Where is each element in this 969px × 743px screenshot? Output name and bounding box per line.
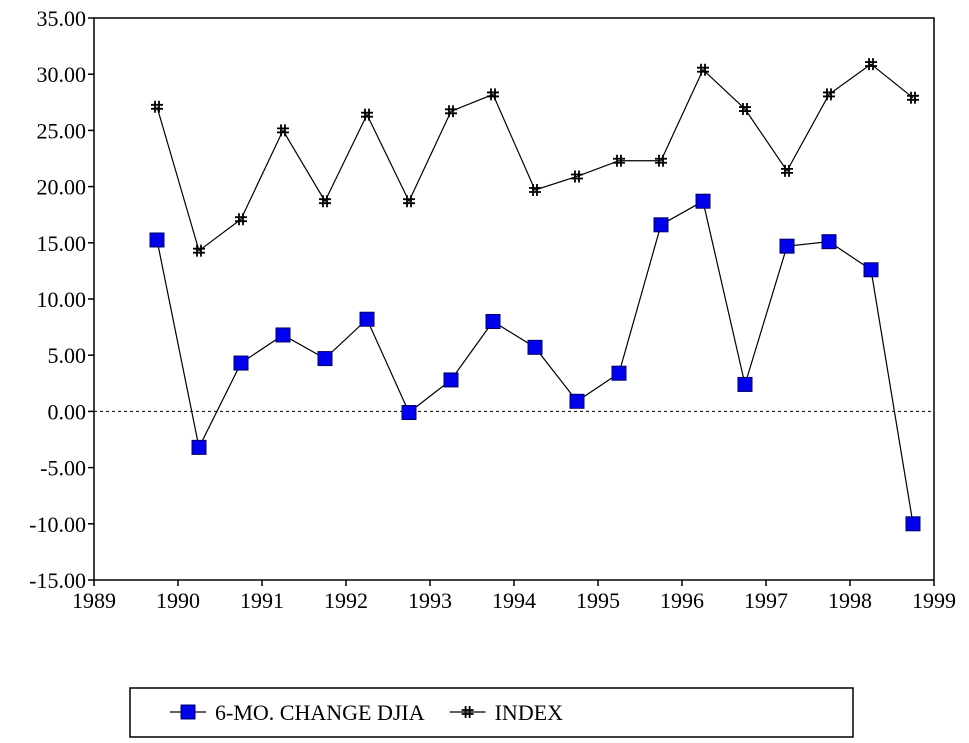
marker (485, 313, 501, 329)
marker (653, 217, 669, 233)
x-tick-label: 1999 (912, 588, 956, 613)
marker (403, 195, 415, 208)
marker (180, 704, 196, 720)
marker (401, 405, 417, 421)
x-tick-label: 1996 (660, 588, 704, 613)
y-tick-label: 35.00 (37, 6, 87, 31)
y-tick-label: 0.00 (48, 399, 87, 424)
y-tick-label: 5.00 (48, 343, 87, 368)
marker (655, 154, 667, 167)
marker (569, 393, 585, 409)
marker (461, 706, 474, 718)
x-tick-label: 1994 (492, 588, 536, 613)
series-line (156, 200, 914, 524)
marker (865, 58, 877, 71)
marker (359, 311, 375, 327)
x-tick-label: 1997 (744, 588, 788, 613)
marker (233, 355, 249, 371)
y-tick-label: 25.00 (37, 118, 87, 143)
marker (487, 88, 499, 101)
marker (697, 63, 709, 76)
y-tick-label: 30.00 (37, 62, 87, 87)
series-line (156, 63, 914, 252)
marker (443, 372, 459, 388)
marker (529, 183, 541, 196)
marker (191, 439, 207, 455)
marker (361, 108, 373, 121)
x-tick-label: 1995 (576, 588, 620, 613)
y-tick-label: 15.00 (37, 231, 87, 256)
x-tick-label: 1989 (72, 588, 116, 613)
y-tick-label: -10.00 (29, 512, 86, 537)
marker (235, 213, 247, 226)
marker (863, 262, 879, 278)
marker (151, 100, 163, 113)
y-tick-label: 10.00 (37, 287, 87, 312)
legend-label: 6-MO. CHANGE DJIA (215, 700, 425, 725)
marker (695, 193, 711, 209)
marker (277, 124, 289, 137)
marker (821, 234, 837, 250)
marker (779, 238, 795, 254)
marker (907, 91, 919, 104)
marker (527, 339, 543, 355)
marker (739, 103, 751, 116)
x-tick-label: 1992 (324, 588, 368, 613)
legend-box (129, 687, 854, 738)
marker (317, 351, 333, 367)
legend-label: INDEX (495, 700, 564, 725)
marker (275, 327, 291, 343)
marker (571, 170, 583, 183)
marker (613, 154, 625, 167)
marker (149, 232, 165, 248)
x-tick-label: 1998 (828, 588, 872, 613)
marker (319, 195, 331, 208)
marker (445, 105, 457, 118)
marker (905, 516, 921, 532)
marker (611, 365, 627, 381)
y-tick-label: 20.00 (37, 175, 87, 200)
marker (781, 164, 793, 177)
x-tick-label: 1993 (408, 588, 452, 613)
y-tick-label: -15.00 (29, 568, 86, 593)
x-tick-label: 1990 (156, 588, 200, 613)
marker (823, 88, 835, 101)
marker (193, 244, 205, 257)
x-tick-label: 1991 (240, 588, 284, 613)
plot-frame (93, 17, 935, 581)
y-tick-label: -5.00 (40, 456, 86, 481)
marker (737, 376, 753, 392)
